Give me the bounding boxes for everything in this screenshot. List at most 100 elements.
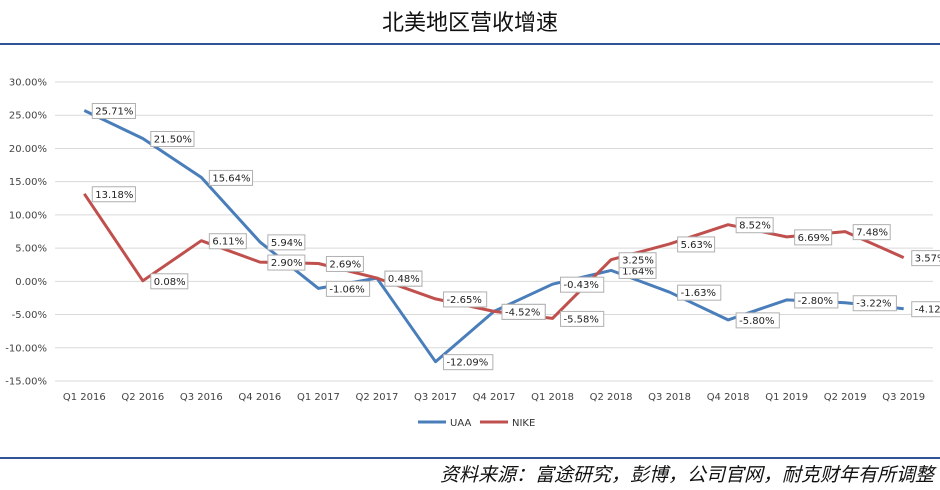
data-label-text: -5.80% [739,316,774,327]
data-label-box [560,276,605,293]
data-label-text: 5.63% [681,240,713,251]
data-label-uaa: 25.71% [91,103,136,120]
data-label-box [794,292,839,309]
gridlines [55,81,933,382]
data-label-box [560,310,605,327]
x-tick-label: Q3 2018 [648,392,691,403]
data-label-text: -1.06% [329,284,364,295]
y-tick-label: 30.00% [9,78,47,89]
data-label-uaa: -5.80% [735,312,780,329]
y-tick-label: 15.00% [9,177,47,188]
data-label-box [501,303,546,320]
data-label-text: -3.22% [856,299,891,310]
data-label-box [384,270,423,287]
data-label-box [735,217,774,234]
data-label-box [150,130,195,147]
y-tick-label: 0.00% [15,277,47,288]
x-tick-label: Q2 2017 [355,392,398,403]
data-label-uaa: 15.64% [208,169,254,186]
data-label-uaa: -4.12% [911,301,940,318]
x-tick-label: Q1 2018 [531,392,574,403]
data-label-text: 3.57% [915,254,940,265]
data-label-box [677,236,716,253]
data-label-text: -4.12% [915,305,940,316]
data-label-text: 6.11% [212,237,244,248]
data-label-box [267,254,306,271]
x-tick-label: Q4 2017 [473,392,516,403]
data-label-text: 8.52% [739,221,771,232]
x-axis-ticks: Q1 2016 Q2 2016 Q3 2016 Q4 2016 Q1 2017 Q2 20… [63,392,925,403]
legend-label-nike: NIKE [512,418,535,429]
data-label-box [852,295,897,312]
data-label-uaa: -1.63% [677,284,722,301]
x-tick-label: Q3 2016 [180,392,223,403]
y-tick-label: 25.00% [9,111,47,122]
data-label-text: -2.65% [446,295,481,306]
data-label-nike: 6.11% [208,233,247,250]
data-label-text: 6.69% [798,233,830,244]
legend-label-uaa: UAA [450,418,471,429]
data-label-uaa: -0.43% [560,276,605,293]
data-label-nike: 2.69% [325,255,364,272]
data-label-nike: 5.63% [677,236,716,253]
data-label-text: 21.50% [154,134,192,145]
data-label-box [911,250,940,267]
data-label-nike: 0.08% [150,273,189,290]
data-label-box [852,224,891,241]
data-label-uaa: 5.94% [267,234,306,251]
bottom-divider [0,457,940,459]
data-label-text: 25.71% [95,107,133,118]
legend: UAA NIKE [418,418,535,429]
data-label-text: 7.48% [856,228,888,239]
data-label-nike: -5.58% [560,310,605,327]
data-label-text: -4.52% [505,307,540,318]
data-label-box [208,233,247,250]
y-tick-label: 5.00% [15,244,47,255]
data-label-nike: 3.25% [618,252,657,269]
data-label-uaa: 21.50% [150,130,195,147]
data-label-box [91,103,136,120]
x-tick-label: Q3 2017 [414,392,457,403]
data-label-nike: 8.52% [735,217,774,234]
data-label-box [325,255,364,272]
series-line-nike [83,192,905,320]
y-tick-label: -5.00% [12,310,47,321]
data-label-box [91,186,136,203]
y-tick-label: 20.00% [9,144,47,155]
data-label-text: 0.48% [388,274,420,285]
y-tick-label: -10.00% [5,343,47,354]
data-label-box [677,284,722,301]
x-tick-label: Q3 2019 [882,392,925,403]
data-label-text: 15.64% [212,173,250,184]
x-tick-label: Q2 2018 [590,392,633,403]
y-tick-label: -15.00% [5,377,47,388]
data-label-nike: 3.57% [911,250,940,267]
x-tick-label: Q2 2019 [824,392,867,403]
data-label-nike: 7.48% [852,224,891,241]
data-label-box [794,229,833,246]
data-label-box [442,354,494,371]
data-label-text: 5.94% [271,238,303,249]
source-note: 资料来源：富途研究，彭博，公司官网，耐克财年有所调整 [439,464,934,486]
data-label-box [208,169,254,186]
data-label-text: 13.18% [95,190,133,201]
data-label-box [618,252,657,269]
data-label-box [267,234,306,251]
data-label-nike: 0.48% [384,270,423,287]
data-label-nike: 2.90% [267,254,306,271]
data-label-uaa: -1.06% [325,280,371,297]
chart-title: 北美地区营收增速 [381,11,558,36]
x-tick-label: Q4 2016 [238,392,281,403]
x-tick-label: Q1 2016 [63,392,106,403]
x-tick-label: Q1 2017 [297,392,340,403]
x-tick-label: Q2 2016 [121,392,164,403]
data-label-nike: 6.69% [794,229,833,246]
line-chart: 30.00% 25.00% 20.00% 15.00% 10.00% 5.00% 0.00%… [5,78,940,429]
x-tick-label: Q1 2019 [765,392,808,403]
data-label-text: 3.25% [622,256,654,267]
data-label-text: 0.08% [154,277,186,288]
data-label-box [325,280,371,297]
data-label-uaa: -12.09% [442,354,494,371]
data-label-text: -0.43% [564,280,599,291]
data-label-box [911,301,940,318]
